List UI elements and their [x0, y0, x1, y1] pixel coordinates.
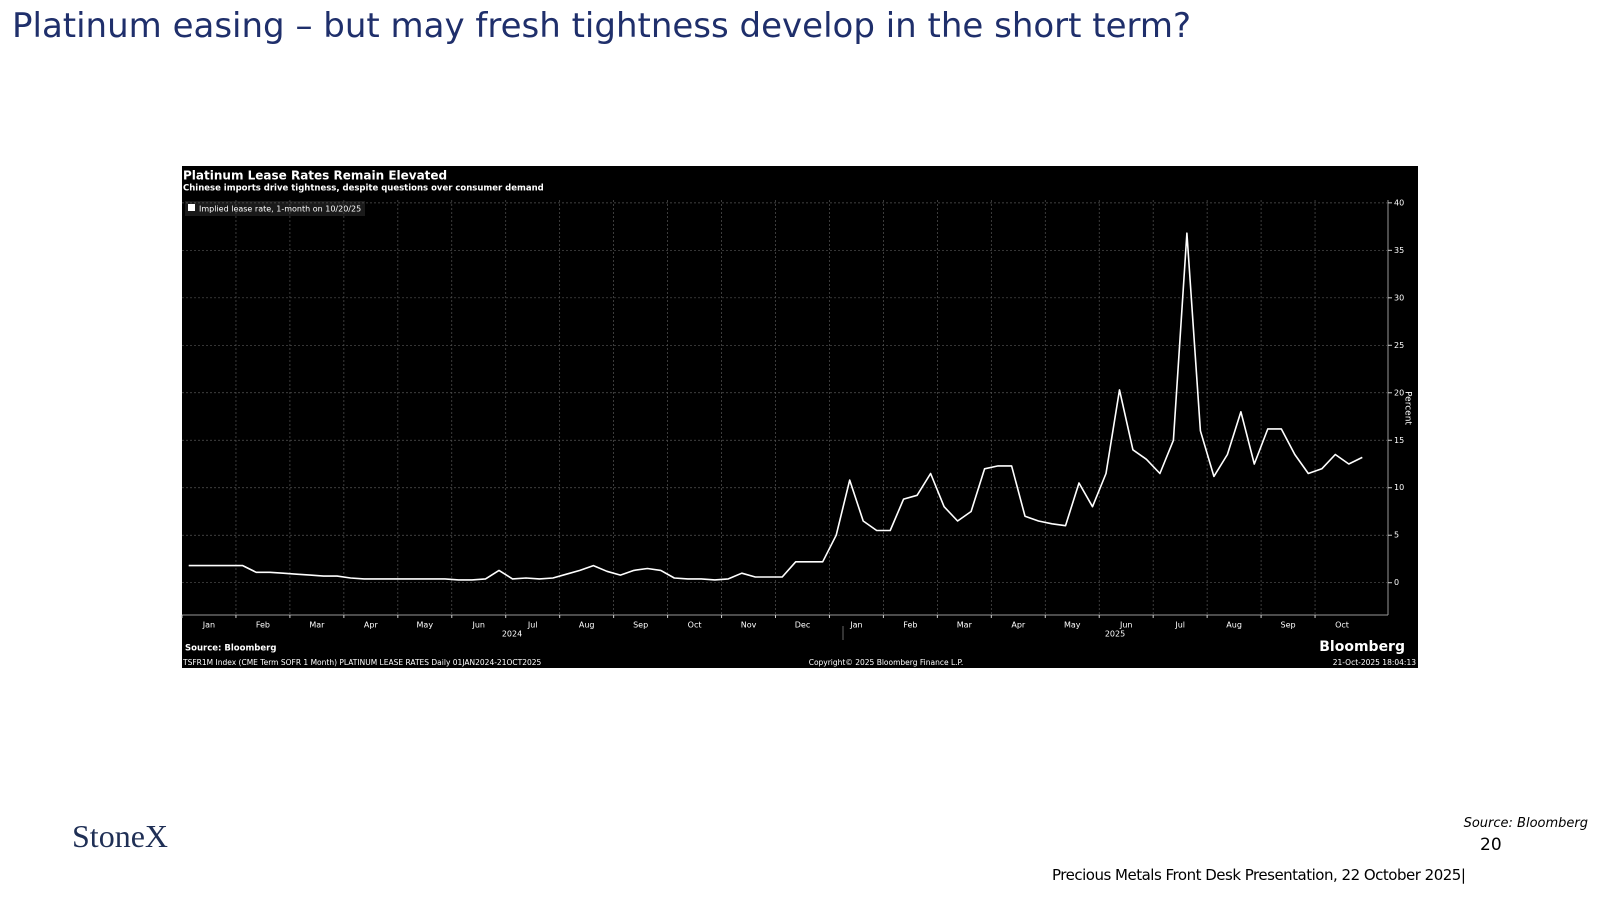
y-tick-label: 10: [1394, 483, 1404, 492]
x-tick-label: Nov: [741, 621, 757, 630]
x-tick-label: Apr: [1011, 621, 1026, 630]
footer: Precious Metals Front Desk Presentation,…: [1052, 866, 1466, 884]
x-tick-label: Jan: [202, 621, 215, 630]
x-tick-label: May: [1064, 621, 1081, 630]
chart-footer: TSFR1M Index (CME Term SOFR 1 Month) PLA…: [182, 658, 542, 667]
brand: Bloomberg: [1319, 639, 1405, 655]
logo: StoneX: [72, 818, 168, 854]
year-label: 2025: [1105, 630, 1125, 639]
x-tick-label: Feb: [256, 621, 270, 630]
timestamp: 21-Oct-2025 18:04:13: [1333, 658, 1417, 667]
y-tick-label: 5: [1394, 531, 1399, 540]
x-tick-label: Jun: [1119, 621, 1133, 630]
slide-title: Platinum easing – but may fresh tightnes…: [12, 6, 1192, 46]
y-axis-label: Percent: [1403, 391, 1413, 425]
chart-title: Platinum Lease Rates Remain Elevated: [183, 169, 447, 183]
x-tick-label: Jul: [1174, 621, 1185, 630]
chart-subtitle: Chinese imports drive tightness, despite…: [183, 184, 544, 194]
y-tick-label: 35: [1394, 246, 1404, 255]
x-tick-label: Sep: [1281, 621, 1296, 630]
legend-box: [185, 201, 365, 216]
x-tick-label: Jan: [849, 621, 862, 630]
slide-source: Source: Bloomberg: [1463, 816, 1588, 831]
y-tick-label: 15: [1394, 436, 1404, 445]
x-tick-label: Jul: [527, 621, 538, 630]
x-tick-label: Mar: [309, 621, 325, 630]
x-tick-label: Jun: [472, 621, 486, 630]
x-tick-label: Aug: [579, 621, 595, 630]
x-tick-label: Mar: [957, 621, 973, 630]
x-tick-label: Oct: [688, 621, 702, 630]
chart-source: Source: Bloomberg: [185, 644, 276, 654]
x-tick-label: May: [417, 621, 434, 630]
line: [188, 232, 1363, 581]
x-tick-label: Feb: [903, 621, 917, 630]
x-tick-label: Apr: [364, 621, 379, 630]
copyright: Copyright© 2025 Bloomberg Finance L.P.: [809, 658, 964, 667]
legend-swatch: [188, 204, 195, 211]
y-tick-label: 30: [1394, 293, 1404, 302]
y-tick-label: 0: [1394, 578, 1399, 587]
y-tick-label: 25: [1394, 341, 1404, 350]
year-label: 2024: [502, 630, 522, 639]
x-tick-label: Oct: [1335, 621, 1349, 630]
legend-entry: Implied lease rate, 1-month on 10/20/25: [199, 205, 361, 214]
x-tick-label: Dec: [795, 621, 810, 630]
chart-background: [182, 166, 1418, 668]
page-number: 20: [1480, 835, 1502, 855]
x-tick-label: Sep: [633, 621, 648, 630]
x-tick-label: Aug: [1226, 621, 1242, 630]
y-tick-label: 20: [1394, 388, 1404, 397]
y-tick-label: 40: [1394, 198, 1404, 207]
